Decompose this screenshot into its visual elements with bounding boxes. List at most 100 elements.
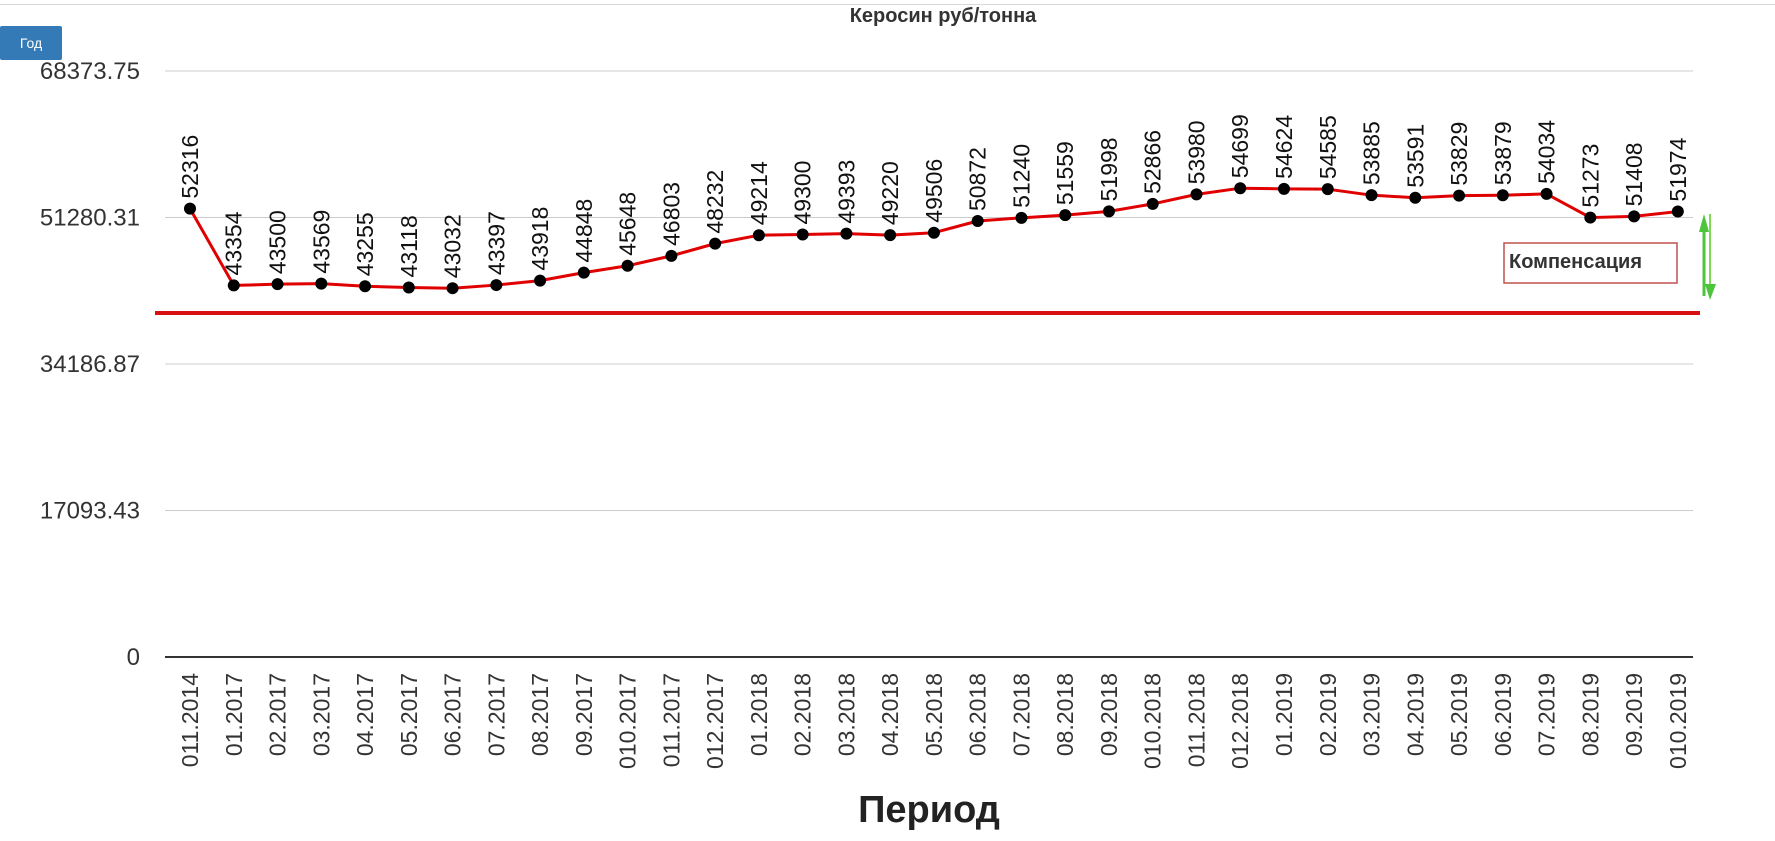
x-tick-label: 012.2018 <box>1227 673 1253 769</box>
data-label: 48232 <box>702 170 728 234</box>
data-point[interactable] <box>1059 209 1072 222</box>
annotation-label: Компенсация <box>1509 251 1642 273</box>
data-label: 53879 <box>1490 121 1516 185</box>
data-point[interactable] <box>1584 211 1597 224</box>
data-label: 43032 <box>440 214 466 278</box>
x-tick-label: 01.2019 <box>1271 673 1297 756</box>
data-point[interactable] <box>1453 189 1466 202</box>
data-label: 52866 <box>1140 130 1166 194</box>
data-point[interactable] <box>577 266 590 279</box>
data-point[interactable] <box>227 279 240 292</box>
data-label: 51974 <box>1665 137 1691 201</box>
data-point[interactable] <box>315 277 328 290</box>
data-point[interactable] <box>665 249 678 262</box>
data-point[interactable] <box>621 259 634 272</box>
x-tick-label: 05.2018 <box>921 673 947 756</box>
data-point[interactable] <box>752 229 765 242</box>
data-label: 43255 <box>352 212 378 276</box>
data-label: 45648 <box>615 192 641 256</box>
data-point[interactable] <box>927 226 940 239</box>
data-label: 49220 <box>877 161 903 225</box>
annotation-box <box>1503 242 1678 284</box>
x-tick-label: 07.2018 <box>1008 673 1034 756</box>
data-label: 54699 <box>1227 114 1253 178</box>
x-tick-label: 02.2017 <box>265 673 291 756</box>
data-point[interactable] <box>1409 191 1422 204</box>
data-point[interactable] <box>884 229 897 242</box>
compensation-annotation[interactable]: Компенсация <box>1503 242 1678 284</box>
x-tick-label: 05.2017 <box>396 673 422 756</box>
data-label: 46803 <box>658 182 684 246</box>
data-point[interactable] <box>534 274 547 287</box>
data-point[interactable] <box>840 227 853 240</box>
chart-title: Керосин руб/тонна <box>850 5 1037 27</box>
x-tick-label: 03.2018 <box>833 673 859 756</box>
y-tick-label: 68373.75 <box>40 58 140 85</box>
x-tick-label: 09.2019 <box>1621 673 1647 756</box>
data-point[interactable] <box>1365 189 1378 202</box>
data-point[interactable] <box>1102 205 1115 218</box>
x-tick-label: 04.2018 <box>877 673 903 756</box>
data-label: 54624 <box>1271 115 1297 179</box>
data-label: 51273 <box>1577 144 1603 208</box>
data-point[interactable] <box>184 202 196 215</box>
data-point[interactable] <box>1671 205 1684 218</box>
x-tick-label: 010.2018 <box>1140 673 1166 769</box>
x-tick-label: 03.2019 <box>1359 673 1385 756</box>
data-point[interactable] <box>796 228 809 241</box>
x-tick-label: 07.2019 <box>1534 673 1560 756</box>
data-label: 53980 <box>1183 120 1209 184</box>
data-point[interactable] <box>446 282 459 295</box>
data-label: 43118 <box>396 215 422 277</box>
data-label: 49214 <box>746 161 772 225</box>
data-point[interactable] <box>359 280 372 293</box>
data-point[interactable] <box>490 279 503 292</box>
x-tick-label: 06.2018 <box>965 673 991 756</box>
x-tick-label: 010.2019 <box>1665 673 1691 769</box>
data-point[interactable] <box>1190 188 1203 201</box>
top-divider <box>0 4 1775 5</box>
x-tick-label: 08.2019 <box>1577 673 1603 756</box>
y-tick-label: 51280.31 <box>40 205 140 232</box>
x-axis-title: Период <box>858 789 1000 831</box>
x-tick-label: 07.2017 <box>483 673 509 756</box>
data-label: 50872 <box>965 147 991 211</box>
data-point[interactable] <box>1540 187 1553 200</box>
data-label: 43354 <box>221 211 247 275</box>
data-point[interactable] <box>1015 211 1028 224</box>
data-point[interactable] <box>271 278 284 291</box>
data-label: 51998 <box>1096 137 1122 201</box>
x-tick-label: 09.2017 <box>571 673 597 756</box>
data-point[interactable] <box>402 281 415 294</box>
x-tick-label: 01.2017 <box>221 673 247 756</box>
x-tick-label: 01.2018 <box>746 673 772 756</box>
x-tick-label: 06.2019 <box>1490 673 1516 756</box>
x-tick-label: 09.2018 <box>1096 673 1122 756</box>
y-tick-label: 0 <box>127 644 140 671</box>
data-point[interactable] <box>1278 182 1290 195</box>
data-point[interactable] <box>1628 210 1641 223</box>
data-label: 54034 <box>1534 120 1560 184</box>
data-label: 49393 <box>833 160 859 224</box>
x-tick-label: 03.2017 <box>308 673 334 756</box>
data-label: 52316 <box>177 135 203 199</box>
x-tick-label: 012.2017 <box>702 673 728 769</box>
x-tick-label: 06.2017 <box>440 673 466 756</box>
data-point[interactable] <box>971 214 984 227</box>
data-label: 53591 <box>1402 124 1428 188</box>
data-point[interactable] <box>1234 182 1247 195</box>
data-points <box>184 182 1684 295</box>
data-label: 44848 <box>571 199 597 263</box>
data-labels: 52316 43354 43500 43569 43255 43118 43032 43397… <box>177 114 1691 278</box>
data-label: 43397 <box>483 211 509 275</box>
x-tick-label: 05.2019 <box>1446 673 1472 756</box>
data-label: 43918 <box>527 207 553 271</box>
data-point[interactable] <box>1146 197 1159 210</box>
data-point[interactable] <box>1496 189 1509 202</box>
year-button[interactable]: Год <box>0 26 62 60</box>
x-tick-label: 08.2018 <box>1052 673 1078 756</box>
data-label: 49300 <box>790 161 816 225</box>
x-tick-label: 02.2018 <box>790 673 816 756</box>
data-point[interactable] <box>1321 183 1334 196</box>
data-point[interactable] <box>709 237 722 250</box>
